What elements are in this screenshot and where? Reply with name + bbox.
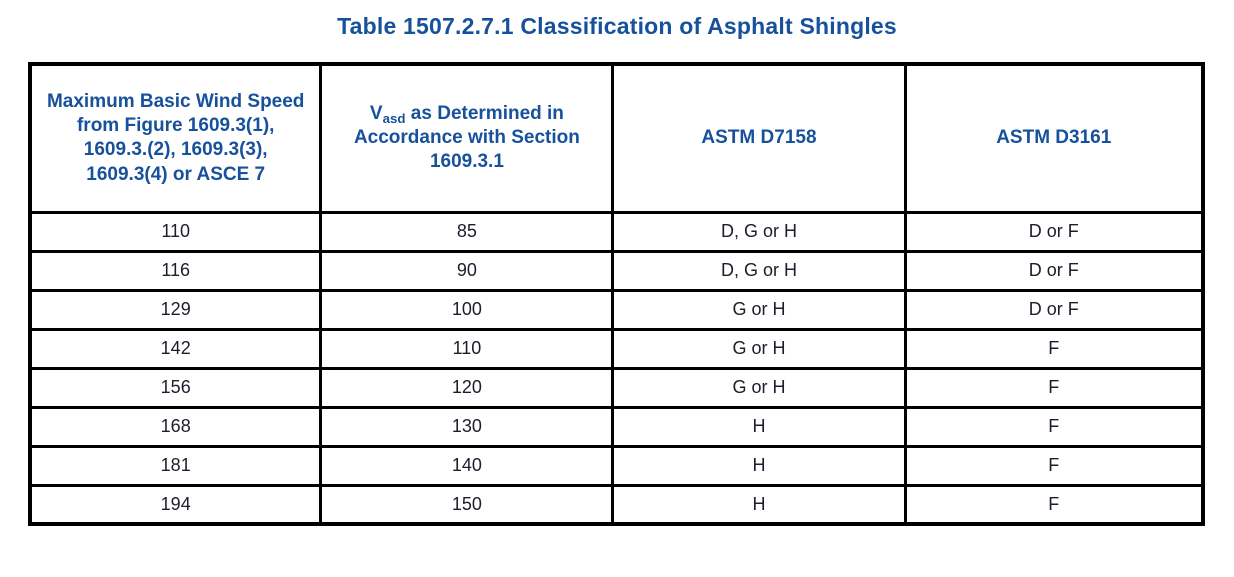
table-cell: D, G or H xyxy=(611,210,907,253)
table-cell: 194 xyxy=(28,483,323,526)
table-header: Maximum Basic Wind Speed from Figure 160… xyxy=(28,62,1205,214)
table-cell: 116 xyxy=(28,249,323,292)
table-cell: H xyxy=(611,483,907,526)
table-row: 168 130 H F xyxy=(28,405,1205,448)
table-cell: 142 xyxy=(28,327,323,370)
header-astm-d3161: ASTM D3161 xyxy=(903,62,1205,214)
table-cell: D or F xyxy=(903,210,1205,253)
header-vasd: Vasd as Determined in Accordance with Se… xyxy=(319,62,615,214)
table-cell: G or H xyxy=(611,288,907,331)
table-cell: 90 xyxy=(319,249,615,292)
header-row: Maximum Basic Wind Speed from Figure 160… xyxy=(28,62,1205,214)
table-cell: F xyxy=(903,483,1205,526)
table-cell: G or H xyxy=(611,366,907,409)
table-cell: 110 xyxy=(28,210,323,253)
table-cell: 100 xyxy=(319,288,615,331)
table-cell: 85 xyxy=(319,210,615,253)
table-row: 194 150 H F xyxy=(28,483,1205,526)
table-cell: 130 xyxy=(319,405,615,448)
table-cell: F xyxy=(903,405,1205,448)
table-cell: G or H xyxy=(611,327,907,370)
table-cell: F xyxy=(903,366,1205,409)
table-cell: 156 xyxy=(28,366,323,409)
table-cell: D or F xyxy=(903,249,1205,292)
table-cell: H xyxy=(611,444,907,487)
vasd-rest: as Determined in Accordance with Section… xyxy=(353,102,580,173)
table-cell: 168 xyxy=(28,405,323,448)
table-cell: 181 xyxy=(28,444,323,487)
table-cell: D, G or H xyxy=(611,249,907,292)
table-cell: 150 xyxy=(319,483,615,526)
table-cell: D or F xyxy=(903,288,1205,331)
table-cell: F xyxy=(903,444,1205,487)
classification-table: Maximum Basic Wind Speed from Figure 160… xyxy=(28,62,1205,526)
table-cell: 110 xyxy=(319,327,615,370)
page-title: Table 1507.2.7.1 Classification of Aspha… xyxy=(337,13,897,39)
table-cell: F xyxy=(903,327,1205,370)
table-cell: 120 xyxy=(319,366,615,409)
header-astm-d7158: ASTM D7158 xyxy=(611,62,907,214)
header-wind-speed: Maximum Basic Wind Speed from Figure 160… xyxy=(28,62,323,214)
table-cell: 140 xyxy=(319,444,615,487)
table-cell: 129 xyxy=(28,288,323,331)
vasd-subscript: asd xyxy=(382,111,406,127)
table-cell: H xyxy=(611,405,907,448)
table-row: 181 140 H F xyxy=(28,444,1205,487)
vasd-prefix: V xyxy=(369,102,383,124)
